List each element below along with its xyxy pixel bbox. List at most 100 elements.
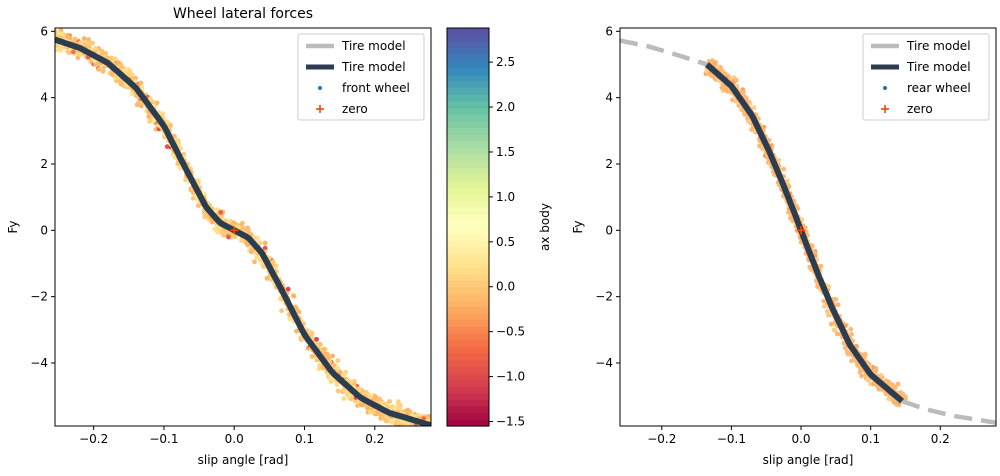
right-scatter-point: [843, 345, 848, 351]
left-scatter-point: [160, 111, 166, 117]
left-zero-marker: [230, 226, 239, 235]
right-legend-label: zero: [907, 102, 933, 116]
left-model-curve-solid: [55, 36, 431, 426]
left-scatter-point: [127, 68, 133, 74]
left-scatter-point: [264, 276, 270, 281]
colorbar-tick-label: 0.5: [496, 235, 515, 249]
right-scatter-point: [848, 326, 854, 332]
left-scatter-point: [239, 238, 244, 243]
right-xtick-label: 0.0: [791, 432, 810, 446]
right-scatter-point: [821, 298, 827, 304]
colorbar-segment: [447, 253, 489, 261]
right-scatter-point: [788, 215, 793, 221]
left-scatter-point: [114, 78, 119, 84]
right-xtick-label: −0.2: [647, 432, 676, 446]
right-scatter-point: [718, 68, 724, 73]
right-legend: Tire model Tire model rear wheel zero: [862, 33, 990, 121]
left-scatter-point: [418, 429, 423, 434]
left-legend-label: Tire model: [341, 39, 406, 53]
left-scatter-point: [322, 351, 328, 357]
left-scatter-point: [168, 123, 174, 128]
colorbar-segment: [447, 134, 489, 142]
right-scatter-point: [741, 90, 746, 95]
colorbar-segment: [447, 240, 489, 248]
right-scatter-point: [895, 381, 901, 387]
colorbar-segment: [447, 114, 489, 122]
left-scatter-point: [129, 72, 135, 78]
colorbar-tick-label: −1.0: [496, 370, 525, 384]
colorbar-frame: [446, 27, 490, 427]
left-scatter-point: [291, 293, 296, 299]
colorbar-segment: [447, 81, 489, 89]
left-scatter-point: [430, 425, 431, 426]
right-scatter-point: [878, 386, 883, 392]
left-scatter-point: [50, 38, 55, 43]
right-ytick-label: 0: [605, 223, 613, 237]
left-xtick-label: −0.2: [79, 432, 108, 446]
left-scatter-point: [109, 55, 114, 61]
right-scatter-point: [858, 367, 864, 373]
left-scatter-point: [93, 46, 98, 51]
right-xtick-label: −0.1: [717, 432, 746, 446]
left-scatter-point: [407, 409, 413, 414]
left-scatter-point: [317, 342, 323, 347]
left-scatter-point: [252, 259, 257, 265]
colorbar-segment: [447, 28, 489, 36]
left-scatter-point: [341, 372, 347, 378]
left-scatter-point: [262, 245, 268, 251]
colorbar-segment: [447, 180, 489, 188]
left-scatter-point: [139, 85, 145, 91]
left-scatter-point: [387, 399, 392, 404]
right-scatter-point: [733, 77, 739, 83]
colorbar: −1.5 −1.0 −0.5 0.0 0.5 1.0 1.5 2.0 2.5 ax body: [446, 27, 552, 429]
left-scatter-point: [346, 394, 352, 399]
colorbar-tick-label: 1.0: [496, 190, 515, 204]
colorbar-tick-label: 2.0: [496, 100, 515, 114]
right-xtick-label: 0.1: [861, 432, 880, 446]
colorbar-segment: [447, 187, 489, 195]
colorbar-segment: [447, 94, 489, 102]
colorbar-tick-label: −1.5: [496, 415, 525, 429]
left-scatter-point: [355, 403, 360, 408]
chart-right: −0.2 −0.1 0.0 0.1 0.2 −4 −2 0 2 4 6 slip angle [rad…: [571, 24, 997, 467]
left-xtick-label: −0.1: [149, 432, 178, 446]
left-xtick-label: 0.1: [295, 432, 314, 446]
left-scatter-point: [77, 52, 83, 57]
left-scatter-point: [115, 60, 121, 65]
right-scatter-point: [757, 143, 762, 149]
right-ytick-label: −2: [595, 290, 613, 304]
right-xlabel: slip angle [rad]: [763, 453, 854, 467]
colorbar-segment: [447, 107, 489, 115]
left-scatter-point: [365, 405, 370, 411]
colorbar-segment: [447, 273, 489, 281]
left-scatter-point: [55, 48, 58, 53]
left-scatter-point: [109, 72, 115, 77]
colorbar-segment: [447, 286, 489, 294]
left-scatter-point: [146, 114, 152, 119]
colorbar-segment: [447, 306, 489, 314]
colorbar-segment: [447, 154, 489, 162]
right-scatter-point: [826, 284, 832, 289]
colorbar-segment: [447, 260, 489, 268]
colorbar-label: ax body: [538, 203, 552, 251]
left-scatter-point: [359, 402, 365, 408]
left-scatter-point: [429, 427, 434, 432]
left-scatter-point: [314, 336, 319, 342]
left-scatter-point: [236, 224, 242, 230]
left-scatter-point: [355, 386, 361, 392]
left-scatter-point: [103, 50, 109, 56]
left-scatter-point: [243, 240, 249, 246]
right-scatter-point: [841, 340, 847, 346]
colorbar-segment: [447, 346, 489, 354]
left-scatter-point: [426, 434, 431, 439]
right-scatter-point: [795, 206, 801, 212]
left-scatter-point: [254, 254, 260, 260]
left-scatter-point: [209, 219, 215, 225]
left-ytick-label: 6: [40, 24, 48, 38]
left-scatter-point: [70, 49, 76, 55]
left-scatter-point: [411, 425, 414, 426]
right-scatter-point: [849, 331, 854, 337]
left-scatter-point: [423, 425, 426, 426]
left-scatter-point: [100, 50, 105, 56]
colorbar-segment: [447, 339, 489, 347]
